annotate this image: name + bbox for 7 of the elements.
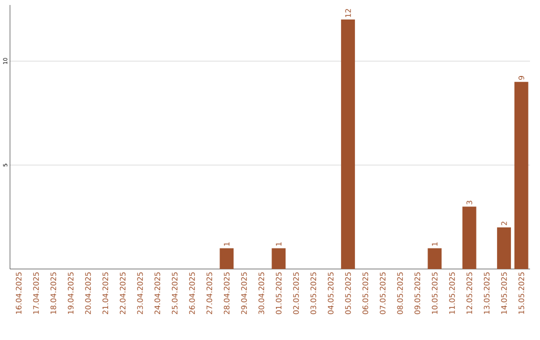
bar xyxy=(514,82,528,269)
bar xyxy=(220,248,234,269)
bar xyxy=(428,248,442,269)
bar xyxy=(341,20,355,269)
bar xyxy=(497,227,511,269)
bar xyxy=(272,248,286,269)
bar xyxy=(462,206,476,269)
